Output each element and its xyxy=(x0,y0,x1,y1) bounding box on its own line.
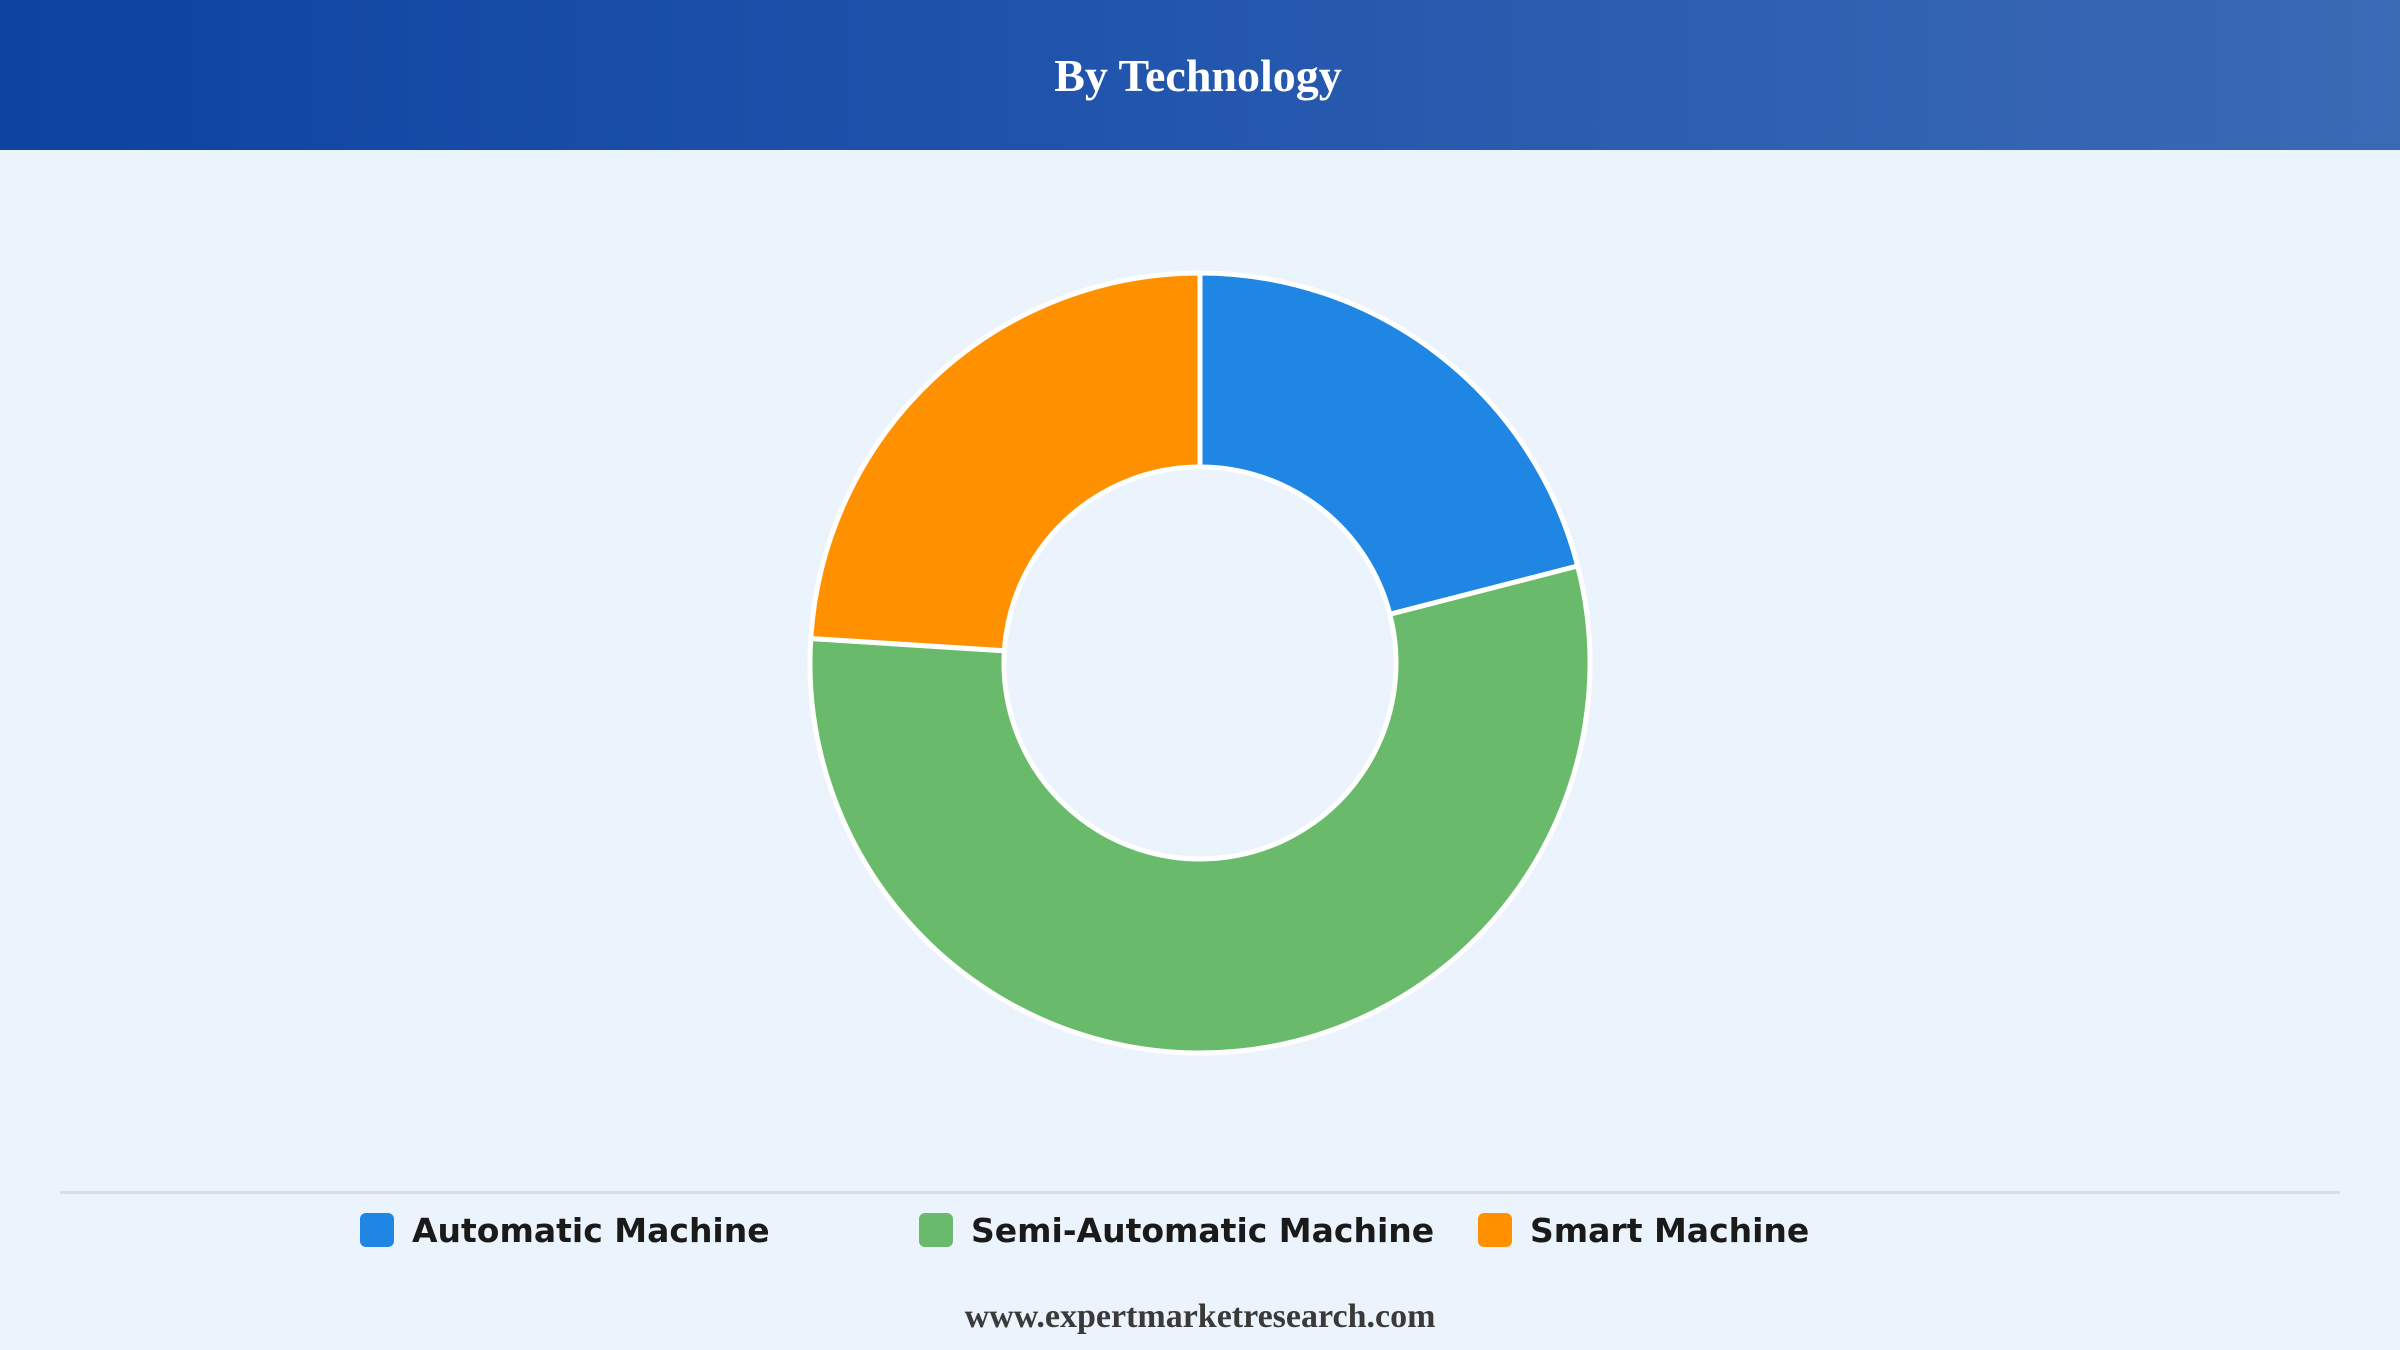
slice-automatic-machine[interactable] xyxy=(1197,270,1581,617)
chart-title: By Technology xyxy=(1054,49,1342,101)
legend-item-smart-machine[interactable]: Smart Machine xyxy=(1478,1205,1809,1255)
legend-label-automatic-machine: Automatic Machine xyxy=(412,1210,770,1250)
chart-legend: Automatic Machine Semi-Automatic Machine… xyxy=(0,1205,2400,1255)
legend-swatch-smart-machine xyxy=(1478,1213,1512,1247)
legend-item-semi-automatic-machine[interactable]: Semi-Automatic Machine xyxy=(919,1205,1434,1255)
chart-header: By Technology xyxy=(0,0,2400,150)
legend-label-semi-automatic-machine: Semi-Automatic Machine xyxy=(971,1210,1435,1250)
slice-semi-automatic-machine[interactable] xyxy=(807,563,1593,1056)
legend-item-automatic-machine[interactable]: Automatic Machine xyxy=(360,1205,770,1255)
source-footer: www.expertmarketresearch.com xyxy=(964,1298,1436,1335)
legend-swatch-automatic-machine xyxy=(360,1213,394,1247)
donut-chart xyxy=(807,270,1593,1056)
legend-divider xyxy=(60,1191,2340,1194)
slice-smart-machine[interactable] xyxy=(808,270,1203,654)
legend-label-smart-machine: Smart Machine xyxy=(1530,1210,1810,1250)
legend-swatch-semi-automatic-machine xyxy=(919,1213,953,1247)
